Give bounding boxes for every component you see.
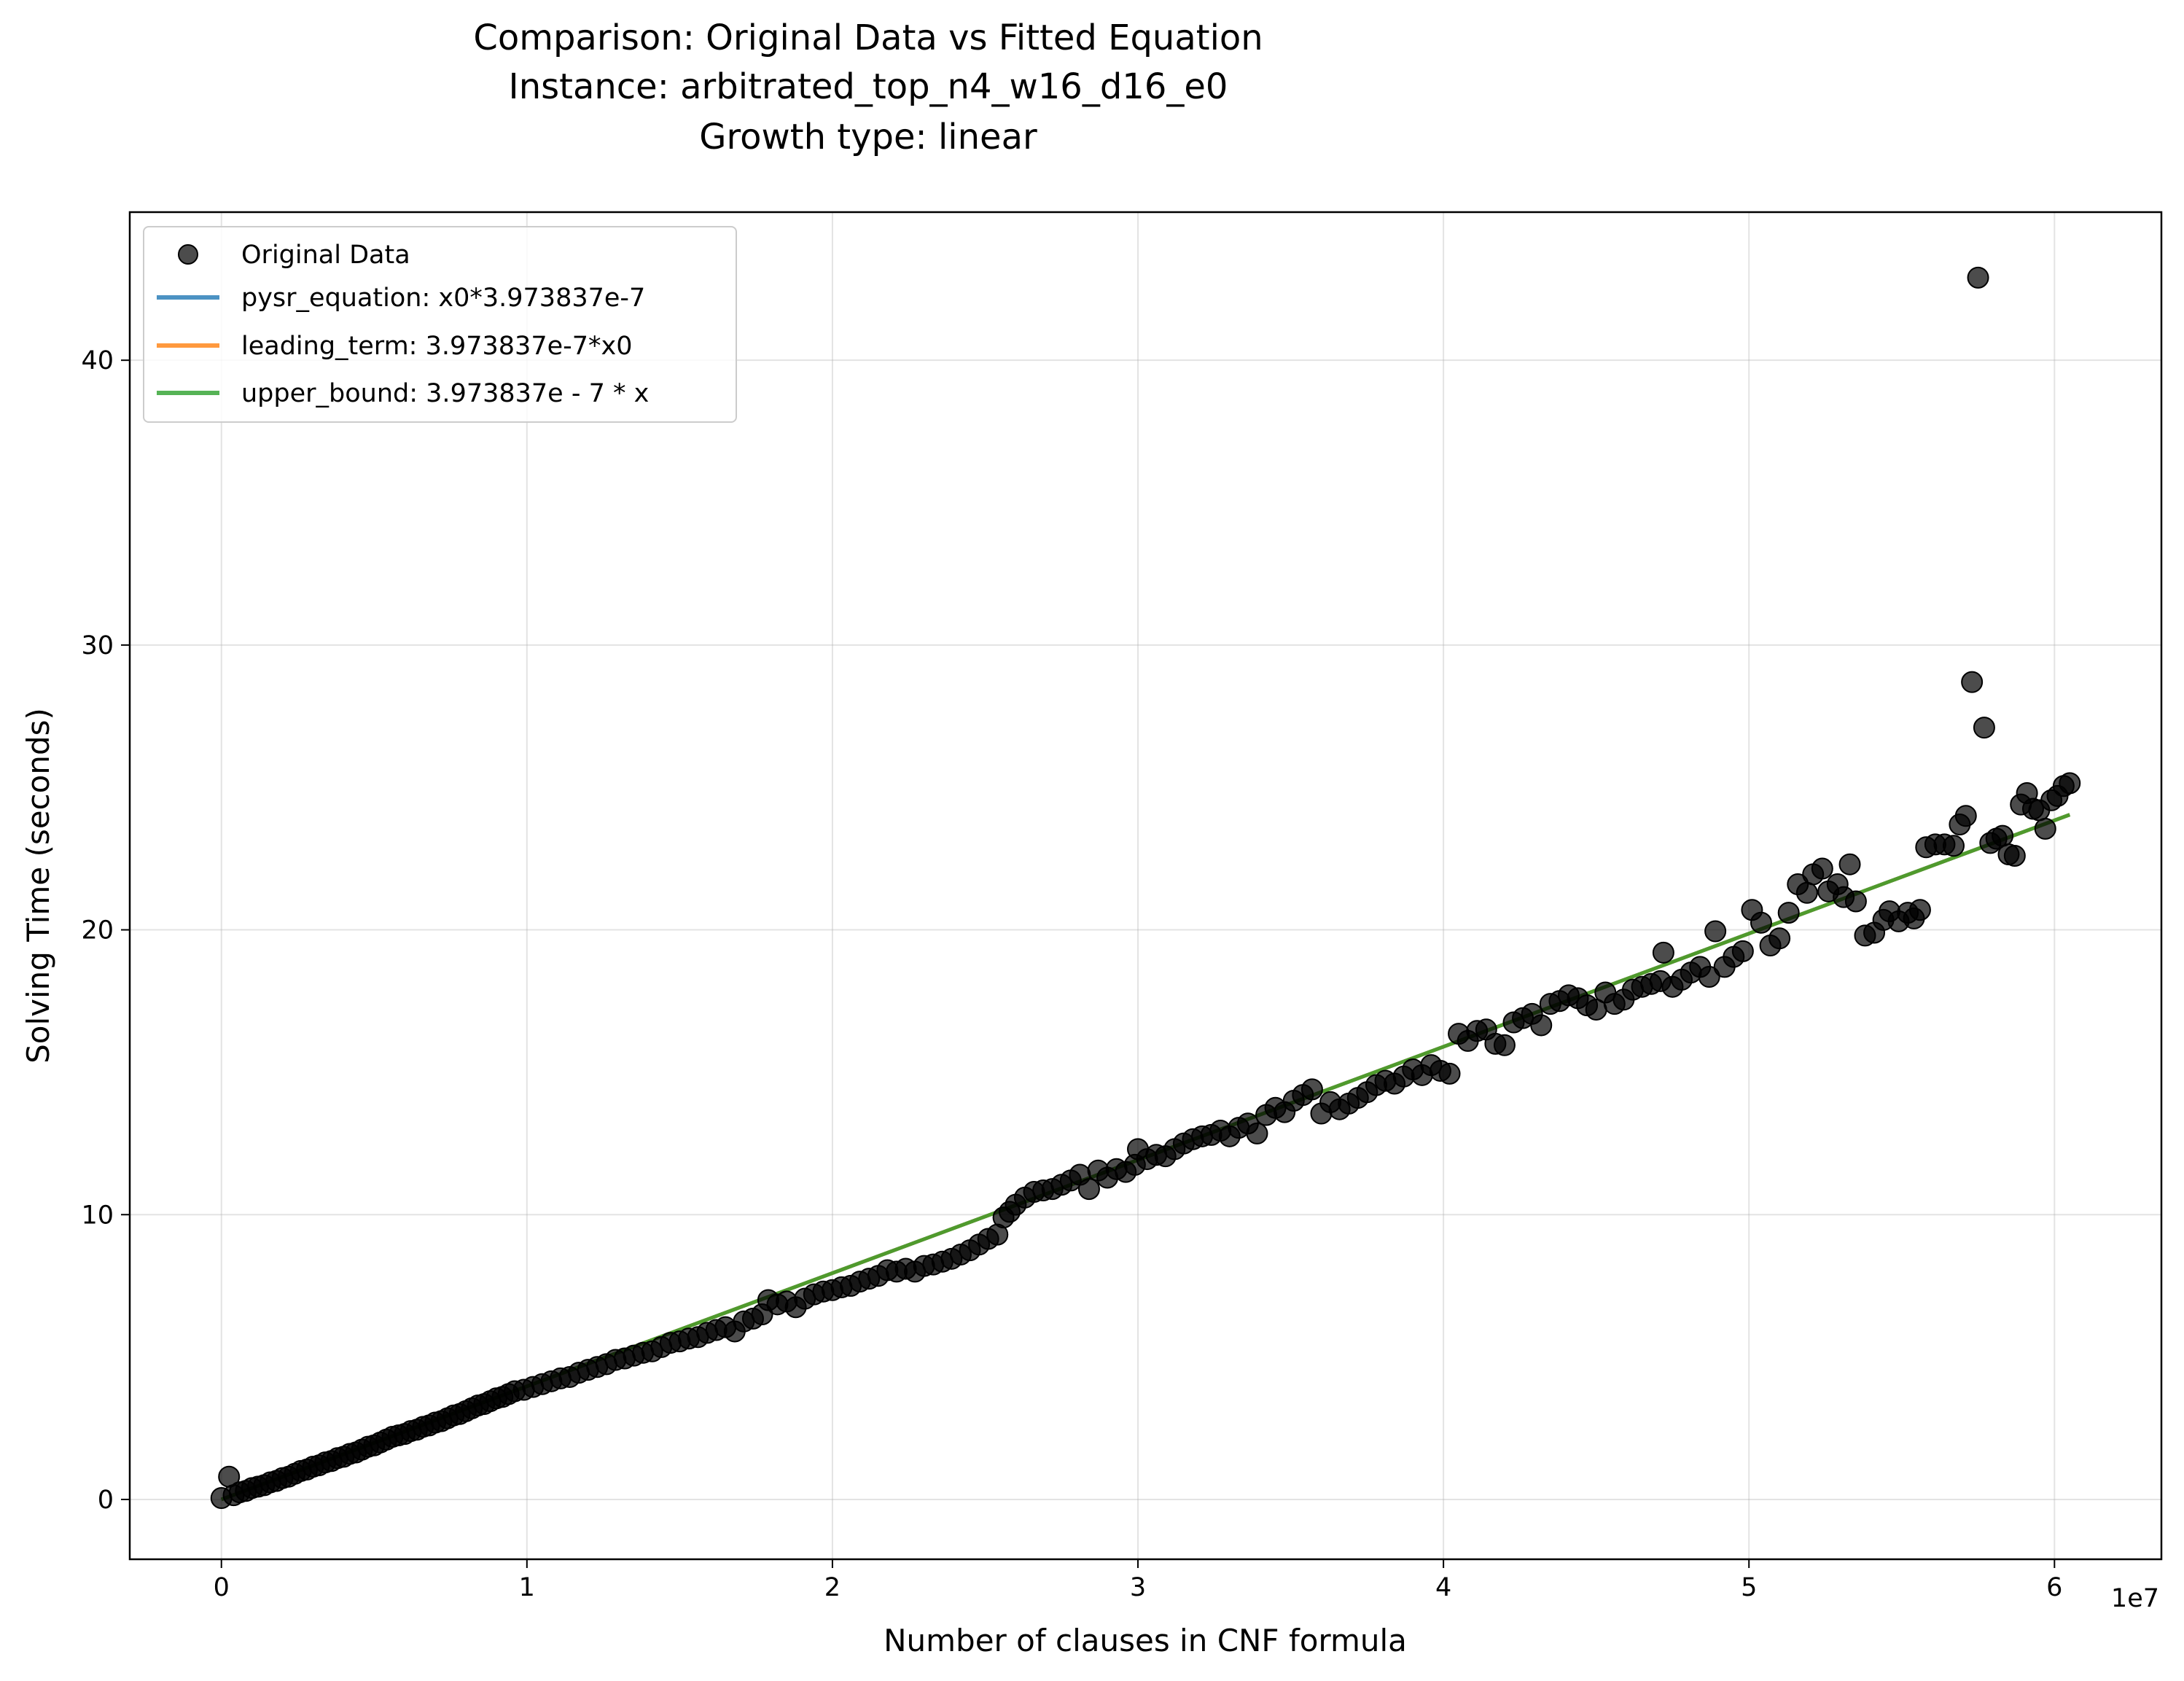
data-point (1777, 902, 1800, 924)
y-tick-label: 40 (81, 346, 114, 375)
data-point (1493, 1034, 1516, 1056)
data-point (1844, 890, 1867, 913)
y-tick-label: 20 (81, 916, 114, 945)
data-point (1530, 1014, 1553, 1037)
data-points (210, 266, 2081, 1509)
y-tick-label: 0 (98, 1486, 114, 1515)
data-point (1077, 1178, 1100, 1201)
x-axis-label: Number of clauses in CNF formula (884, 1623, 1407, 1658)
x-tick-label: 2 (824, 1573, 841, 1602)
plot-frame (128, 211, 2163, 1561)
data-point (1795, 881, 1818, 904)
x-tick-label: 6 (2046, 1573, 2062, 1602)
legend-label-leading-term: leading_term: 3.973837e-7*x0 (241, 332, 633, 361)
x-tick-label: 0 (214, 1573, 230, 1602)
x-tick-label: 5 (1741, 1573, 1757, 1602)
chart-title-line-3: Growth type: linear (699, 117, 1037, 157)
data-point (1698, 966, 1720, 988)
data-point (1438, 1062, 1461, 1085)
data-point (1811, 857, 1833, 880)
data-point (1967, 266, 1989, 289)
legend-label-original-data: Original Data (241, 241, 410, 270)
data-point (1908, 899, 1931, 921)
legend-marker-original-data (178, 244, 198, 265)
x-tick-label: 4 (1435, 1573, 1451, 1602)
data-point (1750, 911, 1772, 934)
grid (130, 212, 2161, 1559)
data-point (1652, 941, 1674, 964)
x-axis-offset-label: 1e7 (2111, 1584, 2159, 1613)
data-point (2003, 844, 2026, 867)
y-axis-label: Solving Time (seconds) (20, 708, 56, 1064)
data-point (1300, 1078, 1323, 1101)
chart-title-line-2: Instance: arbitrated_top_n4_w16_d16_e0 (509, 66, 1228, 107)
legend-label-upper-bound: upper_bound: 3.973837e - 7 * x (241, 379, 649, 408)
data-point (1961, 671, 1984, 693)
x-tick-label: 1 (519, 1573, 535, 1602)
data-point (1704, 920, 1727, 943)
legend: Original Data pysr_equation: x0*3.973837… (143, 226, 737, 423)
data-point (1768, 927, 1791, 950)
y-tick-label: 30 (81, 631, 114, 660)
data-point (1992, 824, 2014, 847)
legend-box (143, 226, 737, 423)
data-point (1246, 1122, 1268, 1144)
x-tick-label: 3 (1130, 1573, 1146, 1602)
data-point (2059, 772, 2081, 795)
x-axis-ticks: 0 1 2 3 4 5 6 (214, 1559, 2062, 1602)
data-point (1954, 805, 1977, 827)
y-axis-ticks: 0 10 20 30 40 (81, 346, 130, 1515)
data-point (1731, 940, 1754, 962)
data-point (1943, 835, 1965, 857)
chart-title-line-1: Comparison: Original Data vs Fitted Equa… (473, 17, 1263, 58)
y-tick-label: 10 (81, 1201, 114, 1230)
data-point (2034, 817, 2056, 840)
data-point (1838, 853, 1861, 875)
legend-label-pysr-equation: pysr_equation: x0*3.973837e-7 (241, 284, 645, 313)
data-point (1973, 717, 1995, 739)
